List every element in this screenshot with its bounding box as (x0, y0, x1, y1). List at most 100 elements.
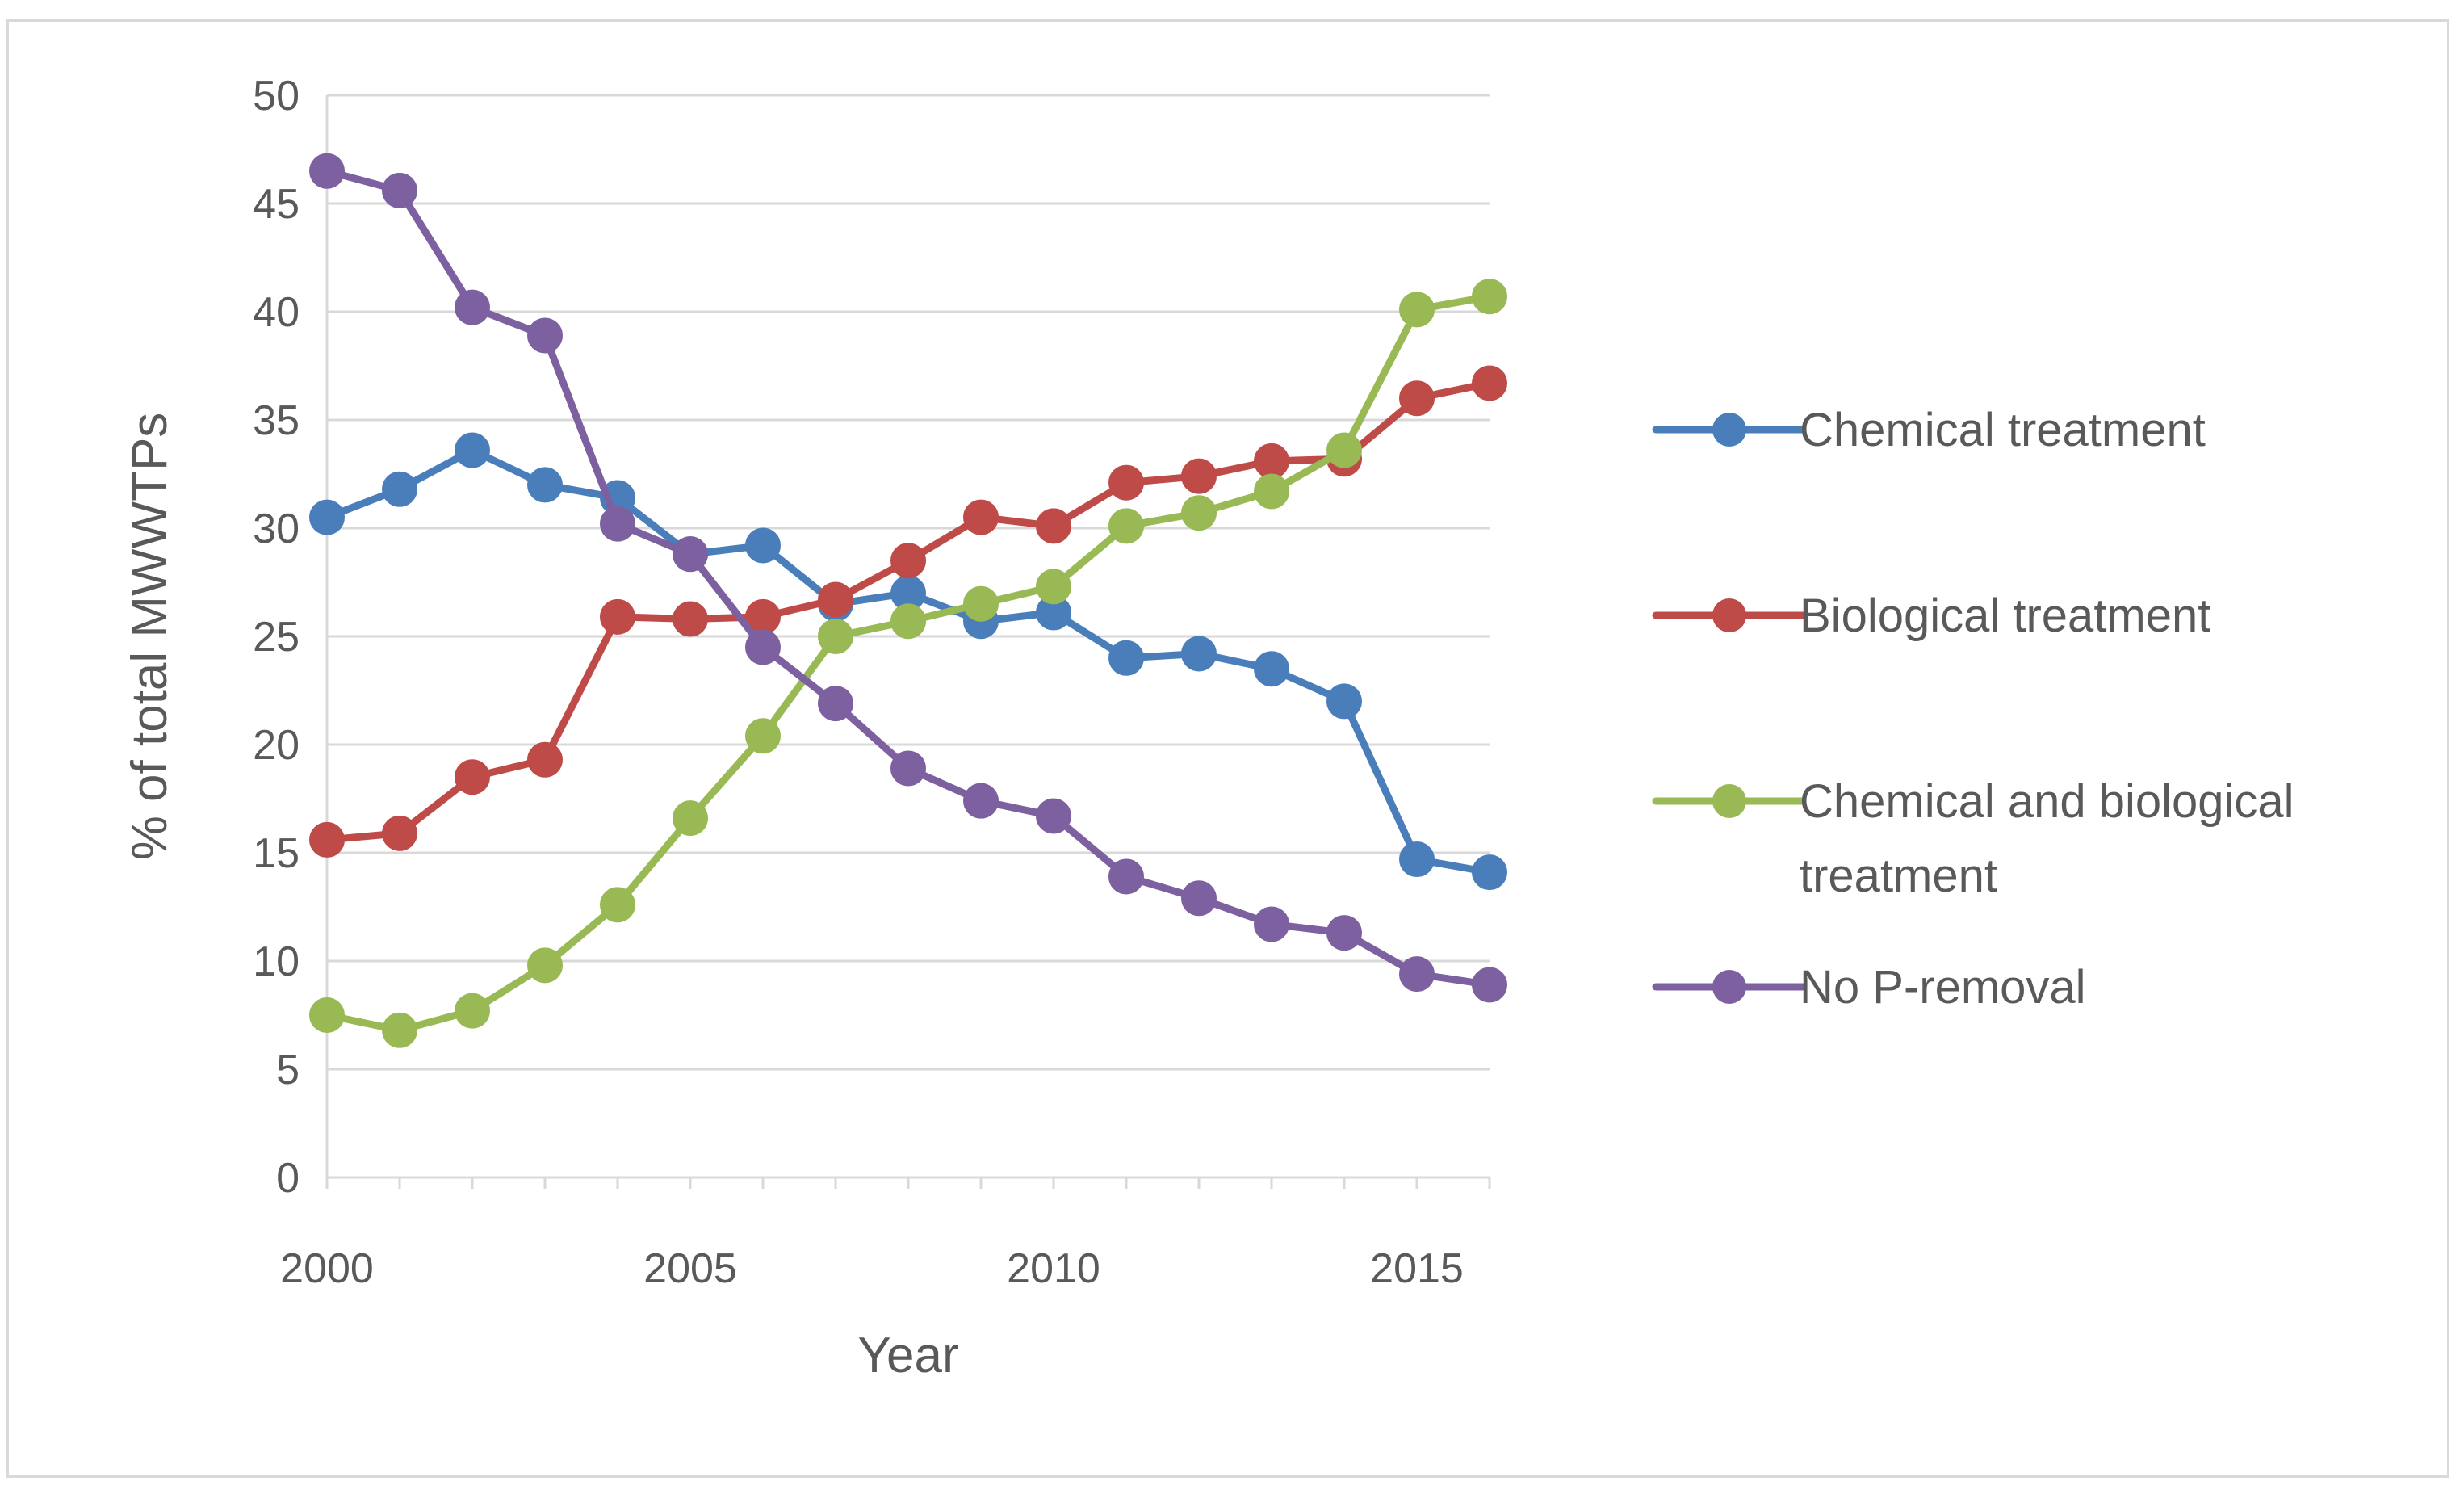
x-tick-label: 2005 (643, 1245, 737, 1292)
data-point-biological-treatment (1108, 464, 1144, 501)
data-point-no-p-removal (600, 506, 635, 542)
y-tick-label: 50 (253, 73, 300, 120)
y-tick-label: 10 (253, 938, 300, 985)
data-point-no-p-removal (1399, 956, 1435, 993)
y-tick-label: 40 (253, 289, 300, 336)
data-point-biological-treatment (1399, 380, 1435, 417)
x-axis-title: Year (857, 1328, 958, 1383)
data-point-no-p-removal (1036, 798, 1071, 834)
data-point-biological-treatment (382, 815, 417, 851)
data-point-chemical-and-biological-treatment (1472, 279, 1507, 315)
legend-label: Chemical treatment (1800, 404, 2206, 456)
x-tick-label: 2010 (1007, 1245, 1100, 1292)
line-chart: 0 5 10 15 20 25 30 35 40 45 50 2000 2005 2010 2015 % … (122, 73, 2294, 1383)
series-chemical-and-biological-treatment (309, 279, 1507, 1048)
data-point-no-p-removal (309, 153, 345, 189)
x-axis-ticks: 2000 2005 2010 2015 (280, 1177, 1491, 1292)
series-chemical-treatment (309, 432, 1507, 891)
data-point-biological-treatment (890, 543, 926, 579)
data-point-chemical-and-biological-treatment (1254, 473, 1289, 510)
data-point-no-p-removal (818, 686, 853, 722)
y-tick-label: 0 (276, 1155, 300, 1202)
series-line-chemical-treatment (323, 447, 1494, 876)
data-point-biological-treatment (527, 741, 563, 778)
legend-item-chemical-treatment: Chemical treatment (1652, 404, 2206, 456)
y-tick-label: 25 (253, 614, 300, 661)
data-point-no-p-removal (745, 629, 781, 665)
data-point-no-p-removal (382, 172, 417, 208)
data-point-biological-treatment (1472, 365, 1507, 401)
data-point-chemical-and-biological-treatment (1108, 508, 1144, 544)
legend: Chemical treatment Biological treatment Ch… (1652, 404, 2294, 1013)
data-point-chemical-treatment (745, 527, 781, 564)
legend-item-chemical-and-biological-treatment: Chemical and biological treatment (1652, 775, 2294, 902)
data-series (309, 153, 1507, 1048)
legend-label-line: treatment (1800, 850, 1997, 902)
data-point-chemical-treatment (1181, 636, 1217, 672)
y-tick-label: 20 (253, 722, 300, 769)
data-point-chemical-treatment (455, 432, 490, 468)
x-tick-label: 2000 (280, 1245, 374, 1292)
data-point-no-p-removal (963, 783, 999, 819)
data-point-chemical-treatment (309, 499, 345, 535)
legend-marker (1712, 598, 1746, 632)
series-line-chemical-and-biological-treatment (323, 292, 1494, 1034)
legend-label-line: Chemical and biological (1800, 775, 2294, 828)
y-tick-label: 45 (253, 181, 300, 228)
legend-label: Chemical and biological treatment (1800, 775, 2294, 902)
legend-label-line: Chemical treatment (1800, 404, 2206, 456)
data-point-chemical-and-biological-treatment (1326, 432, 1362, 468)
chart-frame: 0 5 10 15 20 25 30 35 40 45 50 2000 2005 2010 2015 % … (6, 19, 2449, 1478)
data-point-chemical-treatment (1108, 640, 1144, 676)
data-point-no-p-removal (1472, 967, 1507, 1003)
data-point-biological-treatment (818, 581, 853, 618)
data-point-chemical-treatment (1399, 841, 1435, 878)
data-point-biological-treatment (1254, 443, 1289, 479)
data-point-biological-treatment (963, 499, 999, 535)
data-point-biological-treatment (455, 759, 490, 795)
data-point-no-p-removal (1254, 906, 1289, 942)
data-point-chemical-and-biological-treatment (455, 993, 490, 1029)
legend-item-no-p-removal: No P-removal (1652, 961, 2086, 1013)
y-tick-label: 35 (253, 397, 300, 444)
data-point-chemical-treatment (1472, 854, 1507, 891)
legend-label: No P-removal (1800, 961, 2086, 1013)
data-point-chemical-and-biological-treatment (527, 947, 563, 984)
y-axis-ticks: 0 5 10 15 20 25 30 35 40 45 50 (253, 73, 300, 1202)
data-point-chemical-and-biological-treatment (745, 718, 781, 754)
data-point-biological-treatment (600, 598, 635, 635)
data-point-chemical-and-biological-treatment (890, 603, 926, 640)
series-biological-treatment (309, 365, 1507, 858)
data-point-biological-treatment (673, 601, 708, 637)
data-point-biological-treatment (1181, 458, 1217, 494)
data-point-no-p-removal (890, 750, 926, 787)
legend-marker (1712, 784, 1746, 818)
data-point-chemical-and-biological-treatment (382, 1012, 417, 1048)
data-point-no-p-removal (1108, 858, 1144, 895)
data-point-biological-treatment (309, 821, 345, 858)
series-no-p-removal (309, 153, 1507, 1003)
data-point-chemical-and-biological-treatment (1399, 292, 1435, 328)
data-point-biological-treatment (1036, 508, 1071, 544)
data-point-chemical-treatment (1254, 651, 1289, 687)
data-point-chemical-and-biological-treatment (818, 619, 853, 654)
legend-marker (1712, 970, 1746, 1004)
data-point-chemical-and-biological-treatment (309, 997, 345, 1033)
y-tick-label: 30 (253, 506, 300, 552)
data-point-no-p-removal (455, 289, 490, 325)
data-point-no-p-removal (527, 317, 563, 354)
data-point-chemical-treatment (527, 467, 563, 503)
data-point-no-p-removal (1181, 880, 1217, 917)
x-tick-label: 2015 (1370, 1245, 1464, 1292)
y-axis-title: % of total MWWTPs (122, 413, 178, 861)
data-point-chemical-and-biological-treatment (673, 800, 708, 837)
data-point-chemical-treatment (1326, 683, 1362, 720)
legend-marker (1712, 413, 1746, 447)
legend-label-line: No P-removal (1800, 961, 2086, 1013)
data-point-no-p-removal (673, 536, 708, 573)
legend-label: Biological treatment (1800, 590, 2210, 642)
y-tick-label: 5 (276, 1047, 300, 1093)
data-point-chemical-and-biological-treatment (600, 887, 635, 923)
data-point-chemical-and-biological-treatment (1181, 495, 1217, 531)
data-point-chemical-and-biological-treatment (963, 585, 999, 622)
